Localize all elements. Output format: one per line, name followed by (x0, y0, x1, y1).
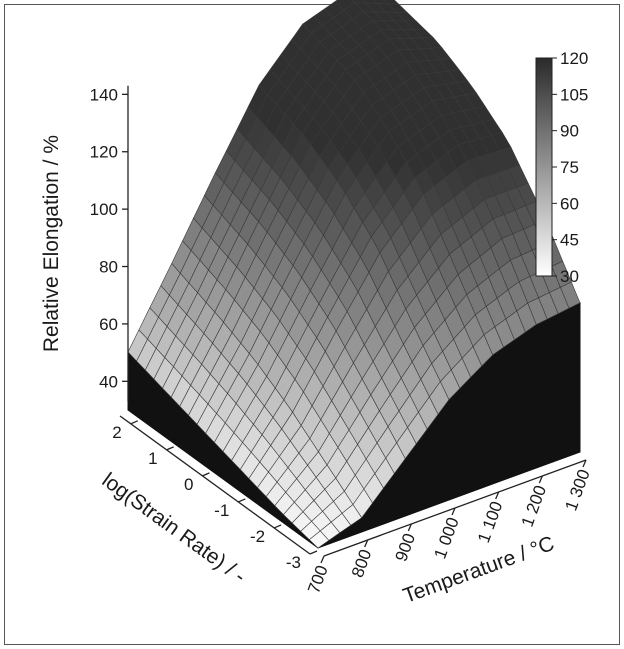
temperature-tick-label: 1 100 (474, 499, 506, 545)
strain-tick-mark (202, 472, 210, 477)
colorbar-tick-label: 120 (560, 49, 588, 68)
temperature-tick-label: 1 000 (430, 515, 462, 561)
strain-tick-label: 0 (184, 475, 193, 494)
temperature-tick-label: 900 (392, 531, 420, 564)
temperature-tick-mark (407, 523, 412, 532)
temperature-tick-mark (451, 507, 456, 516)
strain-tick-mark (166, 446, 174, 451)
colorbar-tick-label: 45 (560, 231, 579, 250)
temperature-tick-label: 800 (348, 547, 376, 580)
colorbar-tick-label: 75 (560, 158, 579, 177)
strain-tick-mark (238, 498, 246, 503)
strain-tick-mark (309, 550, 318, 555)
colorbar-tick-label: 60 (560, 194, 579, 213)
z-tick-label: 140 (90, 85, 118, 104)
colorbar-tick-label: 90 (560, 122, 579, 141)
temperature-tick-mark (364, 539, 369, 548)
z-tick-label: 40 (99, 372, 118, 391)
colorbar-tick-label: 105 (560, 85, 588, 104)
surface-mesh (127, 0, 581, 549)
surface-cell (560, 281, 581, 309)
strain-tick-label: -3 (286, 553, 301, 572)
strain-tick-label: -2 (250, 527, 265, 546)
z-tick-label: 100 (90, 200, 118, 219)
strain-tick-label: -1 (214, 501, 229, 520)
z-tick-label: 60 (99, 315, 118, 334)
strain-axis-label: log(Strain Rate) / - (98, 469, 250, 588)
strain-axis-line (119, 415, 311, 555)
strain-tick-label: 1 (148, 449, 157, 468)
strain-tick-mark (273, 524, 282, 529)
strain-tick-mark (130, 420, 139, 425)
temperature-tick-label: 700 (304, 563, 332, 596)
colorbar-tick-label: 30 (560, 267, 579, 286)
colorbar: 120 105 90 75 60 45 30 (535, 49, 588, 286)
z-axis-label: Relative Elongation / % (40, 135, 63, 352)
temperature-tick-label: 1 200 (518, 483, 550, 529)
colorbar-gradient (535, 57, 553, 277)
temperature-tick-mark (495, 491, 500, 500)
z-tick-label: 80 (99, 258, 118, 277)
strain-tick-label: 2 (112, 423, 121, 442)
temperature-tick-mark (320, 555, 325, 564)
temperature-axis-label: Temperature / °C (400, 532, 557, 608)
temperature-tick-mark (538, 475, 543, 484)
z-tick-label: 120 (90, 143, 118, 162)
temperature-tick-label: 1 300 (561, 467, 593, 513)
temperature-tick-mark (582, 459, 587, 468)
